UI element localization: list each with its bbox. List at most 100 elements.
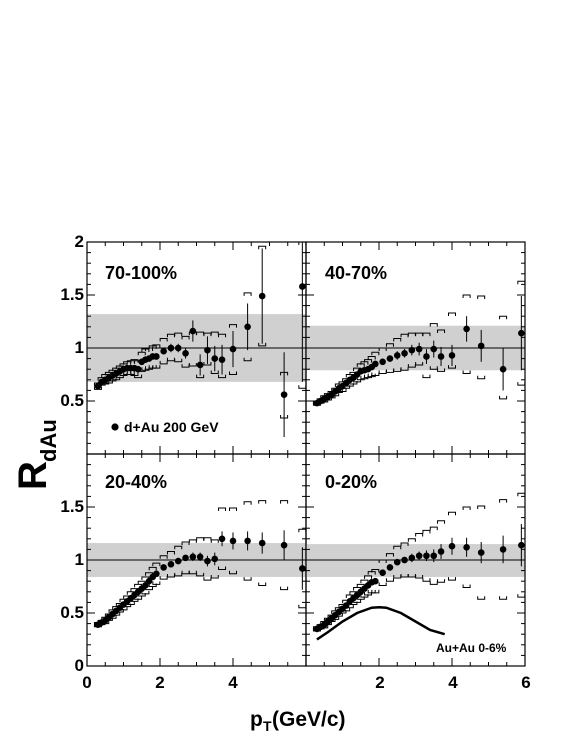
sys-bracket-high-70-100%-16 [152, 344, 161, 348]
panel-label-0-20: 0-20% [325, 472, 377, 492]
legend-entry: d+Au 200 GeV [124, 419, 219, 435]
sys-bracket-low-70-100%-27 [243, 357, 252, 362]
sys-bracket-low-20-40%-16 [152, 581, 161, 585]
sys-bracket-low-0-20%-7 [338, 610, 347, 614]
xtick-right-6: 6 [521, 673, 530, 692]
sys-bracket-low-20-40%-27 [243, 577, 252, 581]
data-point-20-40%-29 [280, 541, 288, 549]
sys-bracket-low-40-70%-11 [353, 378, 362, 383]
sys-bracket-low-20-40%-25 [218, 566, 227, 571]
sys-bracket-low-20-40%-11 [134, 596, 143, 600]
sys-bracket-low-0-20%-30 [517, 594, 526, 598]
sys-bracket-low-40-70%-21 [407, 364, 416, 368]
sys-bracket-low-70-100%-25 [218, 374, 227, 379]
xtick-left-0: 0 [82, 673, 91, 692]
data-point-70-100%-20 [182, 350, 189, 357]
sys-bracket-low-40-70%-23 [422, 374, 431, 379]
sys-bracket-low-70-100%-3 [104, 379, 113, 384]
ytick-bottom-1.5: 1.5 [60, 497, 84, 516]
sys-bracket-high-70-100%-20 [181, 335, 190, 340]
auau-annotation: Au+Au 0-6% [436, 641, 507, 655]
data-point-0-20%-18 [386, 564, 394, 571]
data-point-40-70%-21 [408, 346, 416, 354]
data-point-0-20%-20 [401, 556, 408, 564]
sys-bracket-high-20-40%-25 [218, 507, 227, 512]
data-point-40-70%-18 [386, 355, 394, 362]
sys-bracket-high-40-70%-14 [364, 359, 373, 363]
sys-bracket-high-0-20%-23 [422, 529, 431, 534]
sys-bracket-high-0-20%-25 [437, 520, 446, 524]
sys-bracket-low-40-70%-20 [400, 367, 409, 371]
data-point-40-70%-26 [448, 352, 456, 359]
data-point-70-100%-16 [153, 353, 160, 360]
data-point-20-40%-27 [244, 537, 251, 545]
sys-bracket-low-0-20%-18 [385, 578, 394, 582]
sys-bracket-low-40-70%-26 [448, 365, 456, 369]
sys-bracket-low-0-20%-13 [360, 594, 369, 598]
sys-bracket-low-20-40%-4 [108, 615, 117, 619]
data-point-40-70%-22 [415, 345, 423, 353]
sys-bracket-low-0-20%-25 [437, 579, 446, 583]
sys-bracket-low-40-70%-16 [371, 372, 380, 377]
sys-bracket-low-20-40%-15 [148, 583, 157, 587]
ytick-top-1: 1 [75, 338, 84, 357]
data-point-70-100%-23 [204, 346, 211, 354]
x-axis-title-units: (GeV/c) [272, 708, 346, 731]
y-axis-title-sub: dAu [36, 419, 61, 462]
sys-bracket-low-0-20%-27 [462, 584, 471, 589]
sys-bracket-low-20-40%-22 [196, 572, 205, 577]
data-point-0-20%-22 [415, 552, 423, 560]
ytick-top-0.5: 0.5 [60, 391, 84, 410]
sys-bracket-low-40-70%-22 [415, 361, 424, 366]
sys-bracket-low-20-40%-10 [130, 598, 139, 602]
sys-bracket-high-20-40%-26 [229, 507, 237, 512]
data-point-0-20%-26 [448, 542, 456, 550]
data-point-0-20%-17 [379, 569, 386, 577]
sys-bracket-low-40-70%-24 [429, 366, 438, 370]
sys-bracket-low-70-100%-17 [159, 360, 168, 365]
sys-bracket-high-20-40%-22 [196, 537, 205, 541]
sys-bracket-low-20-40%-30 [298, 604, 307, 609]
data-point-0-20%-16 [372, 577, 379, 585]
sys-bracket-high-70-100%-26 [229, 324, 237, 328]
sys-bracket-low-70-100%-21 [188, 363, 197, 367]
sys-bracket-high-20-40%-28 [258, 500, 267, 504]
sys-bracket-low-20-40%-28 [258, 582, 267, 586]
ytick-top-2: 2 [75, 232, 84, 251]
sys-bracket-high-20-40%-23 [203, 537, 212, 541]
sys-bracket-low-0-20%-8 [342, 607, 351, 612]
ytick-bottom-0: 0 [75, 656, 84, 675]
panel-label-40-70: 40-70% [325, 263, 387, 283]
data-point-0-20%-23 [423, 552, 430, 560]
sys-bracket-high-0-20%-13 [360, 579, 369, 584]
sys-bracket-low-20-40%-29 [280, 586, 289, 591]
data-point-40-70%-16 [372, 360, 379, 368]
data-point-40-70%-28 [477, 342, 485, 350]
sys-bracket-high-40-70%-15 [367, 355, 376, 360]
data-point-70-100%-18 [167, 344, 175, 352]
data-point-40-70%-27 [463, 325, 470, 333]
sys-bracket-low-0-20%-29 [499, 596, 508, 600]
sys-bracket-low-70-100%-5 [112, 376, 121, 381]
data-point-20-40%-20 [182, 554, 189, 562]
sys-bracket-low-20-40%-26 [229, 570, 237, 575]
sys-bracket-low-40-70%-27 [462, 370, 471, 374]
x-axis-title-main: p [250, 708, 263, 731]
data-point-20-40%-16 [153, 570, 160, 578]
sys-bracket-low-0-20%-28 [477, 596, 486, 600]
sys-bracket-high-0-20%-24 [429, 526, 438, 531]
data-point-0-20%-24 [430, 552, 438, 560]
sys-bracket-high-70-100%-25 [218, 333, 227, 338]
sys-bracket-low-70-100%-22 [196, 374, 205, 379]
sys-bracket-low-20-40%-5 [112, 612, 121, 616]
data-point-70-100%-19 [174, 344, 182, 352]
sys-bracket-high-40-70%-25 [437, 329, 446, 333]
sys-bracket-low-0-20%-6 [334, 613, 343, 617]
sys-bracket-low-0-20%-22 [415, 575, 424, 579]
sys-bracket-high-0-20%-22 [415, 533, 424, 537]
sys-bracket-high-40-70%-17 [378, 347, 387, 351]
sys-bracket-low-0-20%-9 [345, 604, 354, 609]
data-point-20-40%-28 [258, 539, 266, 547]
data-point-40-70%-19 [393, 352, 401, 359]
